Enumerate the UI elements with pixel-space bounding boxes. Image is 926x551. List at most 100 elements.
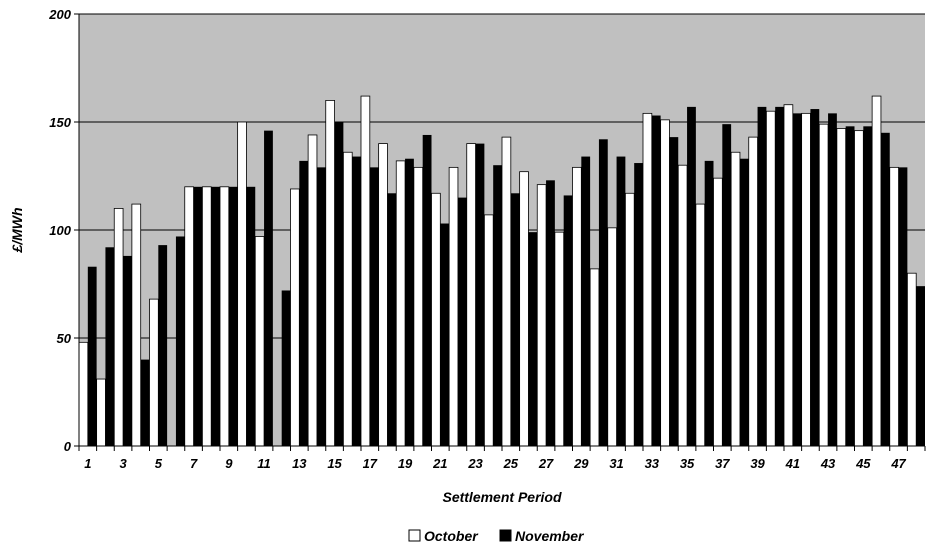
bar-november-11: [264, 130, 273, 446]
bar-november-8: [211, 186, 220, 447]
bar-november-41: [792, 113, 802, 447]
bar-october-20: [413, 166, 424, 447]
bar-november-14: [316, 167, 326, 447]
bar-november-37: [722, 124, 732, 446]
x-tick-label-5: 5: [155, 456, 163, 471]
x-tick-label-37: 37: [715, 456, 730, 471]
bar-october-19: [395, 160, 406, 447]
bar-november-33: [651, 115, 661, 447]
x-tick-label-39: 39: [750, 456, 765, 471]
x-tick-label-23: 23: [467, 456, 483, 471]
bar-november-9: [228, 186, 238, 447]
bar-november-5: [158, 245, 168, 446]
x-tick-label-27: 27: [538, 456, 554, 471]
bar-october-9: [219, 186, 230, 447]
bar-november-12: [281, 290, 291, 446]
bar-october-3: [113, 207, 124, 447]
bar-november-30: [598, 139, 608, 446]
bar-october-33: [642, 112, 653, 447]
axes: [74, 13, 926, 451]
bar-november-47: [898, 167, 908, 447]
bar-november-18: [387, 193, 397, 446]
bar-november-7: [193, 186, 203, 447]
bar-november-26: [528, 232, 538, 446]
bar-november-44: [845, 126, 855, 446]
bar-november-17: [369, 167, 379, 447]
bar-november-39: [757, 106, 767, 446]
bar-november-38: [739, 158, 749, 446]
bar-october-47: [889, 166, 899, 447]
x-tick-label-21: 21: [432, 456, 447, 471]
bar-november-16: [352, 156, 361, 446]
bar-october-40: [765, 110, 776, 447]
x-tick-label-11: 11: [257, 456, 271, 471]
bar-october-48: [906, 272, 917, 447]
x-tick-label-41: 41: [785, 456, 800, 471]
legend-label-october: October: [424, 528, 479, 544]
bar-october-18: [378, 143, 388, 447]
bar-november-2: [105, 247, 115, 446]
bar-november-29: [581, 156, 591, 446]
bar-october-37: [713, 177, 723, 447]
bar-november-15: [334, 122, 344, 446]
bar-november-1: [87, 266, 97, 446]
bar-november-19: [405, 158, 414, 446]
bar-november-35: [687, 106, 696, 446]
y-tick-label-150: 150: [49, 115, 71, 130]
bar-october-5: [149, 298, 159, 447]
bar-october-30: [589, 268, 600, 447]
bar-october-14: [307, 134, 318, 447]
bar-october-43: [818, 123, 829, 447]
bar-november-24: [493, 165, 502, 446]
bar-november-40: [775, 106, 784, 446]
bar-october-34: [660, 119, 670, 447]
bar-october-13: [290, 188, 300, 447]
bar-november-20: [422, 134, 432, 446]
y-tick-label-50: 50: [57, 331, 72, 346]
y-tick-labels: 0 50 100 150 200: [48, 7, 71, 454]
bar-november-45: [863, 126, 873, 446]
bar-november-43: [828, 113, 837, 447]
bar-october-16: [342, 151, 353, 447]
bar-october-44: [836, 128, 847, 447]
bar-november-13: [299, 160, 309, 446]
bar-october-41: [783, 104, 794, 447]
x-tick-label-3: 3: [119, 456, 127, 471]
y-tick-label-200: 200: [48, 7, 71, 22]
bar-october-31: [607, 227, 617, 447]
bars: [78, 95, 925, 447]
y-axis-label: £/MWh: [9, 207, 25, 253]
bar-november-10: [246, 186, 256, 447]
x-tick-label-13: 13: [292, 456, 307, 471]
bar-november-4: [140, 359, 150, 446]
x-tick-label-47: 47: [890, 456, 906, 471]
bar-november-25: [510, 193, 520, 446]
bar-october-24: [483, 214, 494, 447]
bar-november-46: [880, 132, 890, 447]
bar-october-27: [536, 184, 547, 447]
bar-october-45: [854, 130, 864, 447]
x-tick-label-19: 19: [398, 456, 413, 471]
x-tick-label-25: 25: [503, 456, 519, 471]
bar-november-23: [475, 143, 485, 446]
bar-october-8: [201, 186, 212, 447]
bar-october-36: [695, 203, 706, 447]
bar-october-26: [519, 171, 529, 447]
bar-october-42: [801, 112, 811, 447]
bar-october-10: [237, 121, 247, 447]
bar-november-42: [810, 109, 820, 446]
x-tick-label-35: 35: [680, 456, 695, 471]
x-tick-label-17: 17: [363, 456, 378, 471]
legend-label-november: November: [515, 528, 585, 544]
bar-october-17: [360, 95, 371, 447]
y-tick-label-0: 0: [64, 439, 72, 454]
bar-november-27: [546, 180, 555, 446]
x-tick-label-1: 1: [84, 456, 91, 471]
x-tick-label-43: 43: [820, 456, 836, 471]
bar-october-1: [78, 341, 89, 447]
bar-november-34: [669, 137, 679, 446]
x-tick-label-45: 45: [855, 456, 871, 471]
bar-november-32: [634, 163, 643, 447]
x-tick-label-7: 7: [190, 456, 198, 471]
x-tick-labels: 1 3 5 7 9 11 13 15 17 19 21 23 25 27 29 31 33 35 37 39 41 43 4…: [84, 456, 906, 471]
